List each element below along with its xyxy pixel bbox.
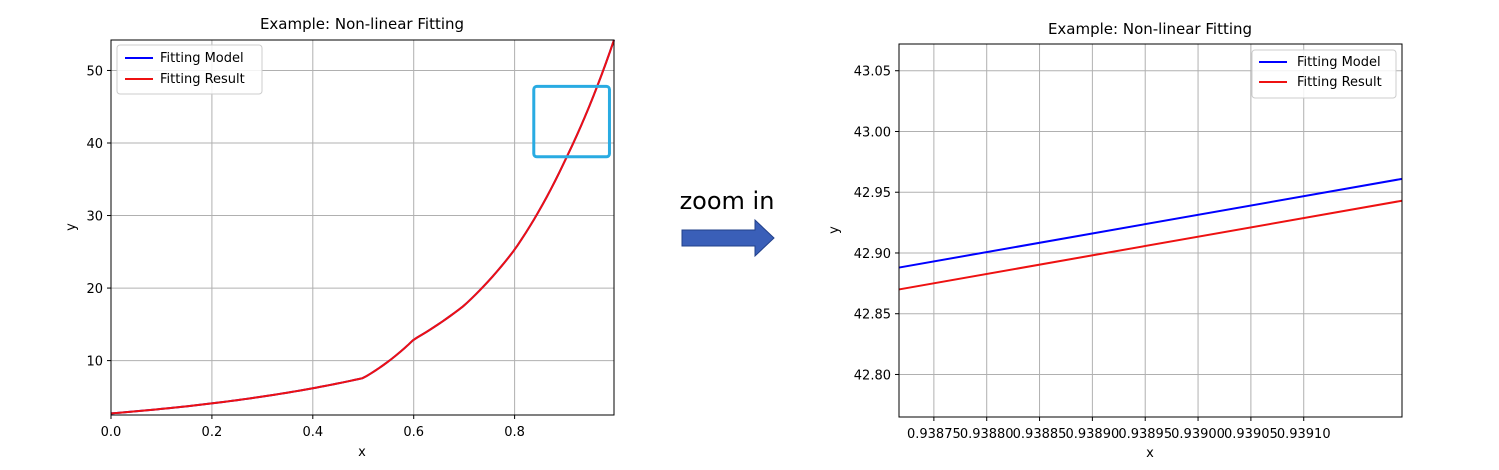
right-y-tick-label: 42.95 xyxy=(854,186,891,201)
left-x-tick-label: 0.6 xyxy=(403,425,424,440)
right-chart: Example: Non-linear Fitting 0.93875 0.938… xyxy=(827,20,1403,461)
right-legend-model-label: Fitting Model xyxy=(1297,55,1381,70)
right-x-axis-label: x xyxy=(1146,446,1154,461)
right-chart-frame xyxy=(898,43,1403,418)
left-chart-title: Example: Non-linear Fitting xyxy=(260,15,464,33)
right-y-ticks: 42.80 42.85 42.90 42.95 43.00 43.05 xyxy=(854,65,899,383)
left-legend-box xyxy=(116,44,263,95)
zoom-in-label: zoom in xyxy=(680,187,775,215)
left-chart: Example: Non-linear Fitting 0.0 0.2 0.4 0.6… xyxy=(64,15,615,460)
left-x-ticks: 0.0 0.2 0.4 0.6 0.8 xyxy=(101,415,525,440)
arrow-right-icon xyxy=(681,218,775,258)
left-legend-model-label: Fitting Model xyxy=(160,51,244,66)
right-series-line-model xyxy=(898,177,1403,269)
zoom-region-rect xyxy=(532,84,611,159)
right-legend: Fitting Model Fitting Result xyxy=(1251,49,1397,99)
right-chart-title: Example: Non-linear Fitting xyxy=(1048,20,1252,38)
right-x-tick-label: 0.93895 xyxy=(1118,427,1172,442)
right-chart-lines xyxy=(898,177,1403,291)
right-x-tick-label: 0.93890 xyxy=(1065,427,1119,442)
right-legend-box xyxy=(1251,49,1397,99)
right-x-tick-label: 0.93875 xyxy=(907,427,961,442)
right-chart-grid xyxy=(899,44,1402,417)
right-x-tick-label: 0.93900 xyxy=(1171,427,1225,442)
right-x-tick-label: 0.93905 xyxy=(1224,427,1278,442)
left-y-ticks: 10 20 30 40 50 xyxy=(86,64,111,370)
right-y-tick-label: 43.00 xyxy=(854,125,891,140)
right-x-tick-label: 0.93880 xyxy=(960,427,1014,442)
left-series-line-model xyxy=(110,39,615,415)
right-y-axis-label: y xyxy=(827,226,842,234)
zoom-annotation: zoom in xyxy=(680,187,775,258)
left-chart-grid xyxy=(110,40,614,415)
left-x-tick-label: 0.4 xyxy=(302,425,323,440)
right-y-tick-label: 43.05 xyxy=(854,65,891,80)
right-x-ticks: 0.93875 0.93880 0.93885 0.93890 0.93895 0.939… xyxy=(907,417,1331,442)
left-x-tick-label: 0.8 xyxy=(504,425,525,440)
left-legend: Fitting Model Fitting Result xyxy=(116,44,263,95)
right-series-line-result xyxy=(898,199,1403,291)
left-y-tick-label: 40 xyxy=(86,137,103,152)
right-y-tick-label: 42.80 xyxy=(854,368,891,383)
right-y-tick-label: 42.90 xyxy=(854,247,891,262)
left-x-tick-label: 0.2 xyxy=(202,425,223,440)
left-chart-lines xyxy=(110,39,615,415)
left-x-axis-label: x xyxy=(358,445,366,460)
left-series-line-result xyxy=(110,39,615,415)
left-y-axis-label: y xyxy=(64,223,79,231)
right-x-tick-label: 0.93885 xyxy=(1013,427,1067,442)
right-y-tick-label: 42.85 xyxy=(854,308,891,323)
left-x-tick-label: 0.0 xyxy=(101,425,122,440)
right-legend-result-label: Fitting Result xyxy=(1297,75,1382,90)
left-y-tick-label: 10 xyxy=(86,355,103,370)
left-y-tick-label: 50 xyxy=(86,64,103,79)
left-y-tick-label: 20 xyxy=(86,282,103,297)
left-legend-result-label: Fitting Result xyxy=(160,72,245,87)
right-x-tick-label: 0.93910 xyxy=(1277,427,1331,442)
left-zoom-box xyxy=(532,84,611,159)
left-y-tick-label: 30 xyxy=(86,210,103,225)
left-chart-frame xyxy=(110,39,615,416)
